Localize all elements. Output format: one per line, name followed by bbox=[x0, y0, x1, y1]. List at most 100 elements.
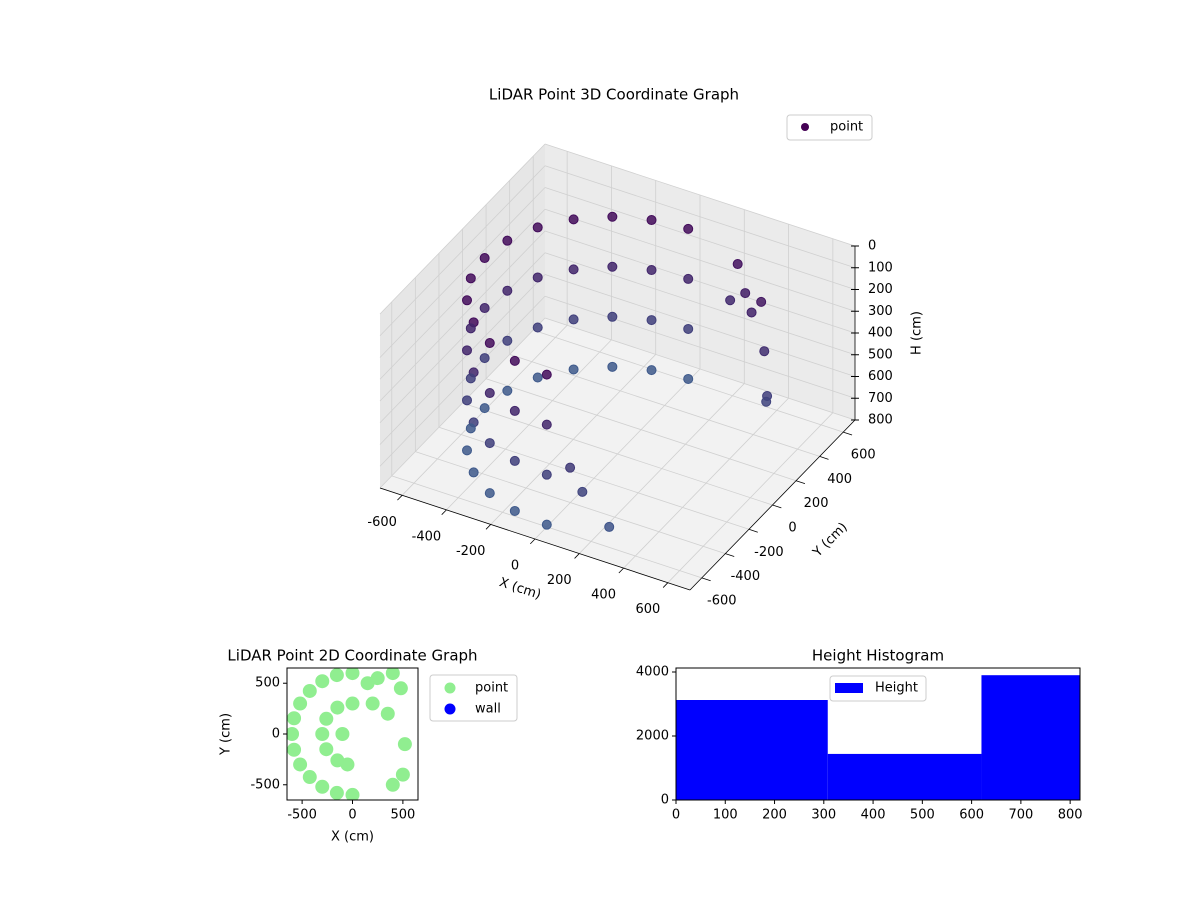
z-tick-label: 700 bbox=[868, 391, 893, 406]
chart-title: LiDAR Point 3D Coordinate Graph bbox=[489, 86, 739, 104]
x-tick-label: -600 bbox=[367, 515, 397, 530]
y-tick-label: -500 bbox=[250, 777, 280, 792]
x-tick-label: -500 bbox=[287, 808, 317, 823]
point bbox=[541, 519, 552, 530]
point bbox=[568, 214, 579, 225]
point bbox=[335, 727, 350, 741]
legend-label: Height bbox=[875, 681, 918, 696]
point bbox=[732, 259, 743, 270]
point bbox=[293, 696, 308, 711]
x-tick-label: 0 bbox=[348, 808, 356, 823]
y-tick-label: -400 bbox=[731, 569, 761, 584]
point bbox=[465, 423, 476, 434]
grid-line bbox=[379, 165, 546, 337]
point bbox=[607, 361, 618, 372]
grid-line bbox=[544, 295, 856, 399]
plot-area bbox=[287, 668, 412, 800]
tick-mark bbox=[397, 495, 403, 501]
point bbox=[293, 757, 308, 772]
point bbox=[385, 668, 400, 681]
grid-line bbox=[544, 252, 856, 356]
y-tick-label: 500 bbox=[255, 676, 280, 691]
legend-marker bbox=[835, 683, 863, 693]
grid-line bbox=[379, 187, 546, 358]
z-tick-label: 600 bbox=[868, 369, 893, 384]
x-tick-label: 400 bbox=[591, 588, 616, 603]
tick-mark bbox=[529, 538, 536, 545]
point bbox=[502, 335, 513, 346]
grid-line bbox=[544, 143, 856, 247]
point bbox=[315, 674, 330, 689]
z-tick-label: 400 bbox=[868, 326, 893, 341]
point bbox=[462, 395, 472, 406]
y-axis-label: Y (cm) bbox=[219, 713, 234, 756]
grid-line bbox=[544, 230, 856, 334]
x-tick-label: 200 bbox=[762, 808, 787, 823]
point bbox=[683, 273, 694, 284]
legend-marker bbox=[444, 703, 456, 715]
x-tick-label: 700 bbox=[1008, 808, 1033, 823]
point bbox=[509, 355, 520, 366]
point bbox=[746, 307, 757, 318]
grid-line bbox=[544, 165, 856, 269]
point bbox=[607, 261, 618, 272]
grid-line bbox=[544, 208, 856, 312]
x-axis bbox=[379, 487, 691, 591]
point bbox=[568, 264, 579, 275]
tick-mark bbox=[662, 582, 669, 588]
grid-line bbox=[544, 317, 856, 421]
y-tick-label: 0 bbox=[788, 521, 796, 536]
point bbox=[370, 671, 385, 686]
point bbox=[502, 385, 513, 396]
x-axis-label: X (cm) bbox=[497, 575, 543, 603]
point bbox=[462, 345, 472, 356]
grid-line bbox=[379, 295, 546, 467]
point bbox=[393, 681, 408, 696]
y-tick-label: 4000 bbox=[636, 665, 669, 680]
point bbox=[683, 323, 694, 334]
y-axis bbox=[689, 419, 856, 591]
grid-line bbox=[379, 230, 546, 402]
grid-line bbox=[379, 274, 546, 445]
grid-line bbox=[544, 274, 856, 377]
point bbox=[761, 396, 772, 407]
y-tick-label: 0 bbox=[272, 727, 280, 742]
point bbox=[315, 727, 330, 741]
point bbox=[532, 322, 543, 333]
point bbox=[607, 311, 618, 322]
point bbox=[646, 215, 657, 226]
tick-mark bbox=[441, 509, 447, 515]
x-tick-label: 100 bbox=[713, 808, 738, 823]
point bbox=[465, 323, 476, 334]
legend-box bbox=[786, 114, 873, 141]
z-tick-label: 100 bbox=[868, 260, 893, 275]
legend-label: point bbox=[830, 120, 863, 135]
z-tick-label: 200 bbox=[868, 282, 893, 297]
point bbox=[509, 455, 520, 466]
point bbox=[330, 700, 345, 715]
legend-label: wall bbox=[475, 702, 501, 717]
point bbox=[397, 737, 412, 752]
point bbox=[287, 742, 302, 757]
point bbox=[509, 405, 520, 416]
point bbox=[385, 777, 400, 792]
point bbox=[365, 696, 380, 711]
y-tick-label: 200 bbox=[804, 496, 829, 511]
y-tick-label: -200 bbox=[754, 545, 784, 560]
point bbox=[479, 353, 490, 364]
x-axis-label: X (cm) bbox=[331, 830, 374, 845]
tick-mark bbox=[795, 480, 806, 485]
grid-line bbox=[509, 354, 820, 457]
point bbox=[568, 314, 579, 325]
grid-line bbox=[462, 402, 773, 506]
point bbox=[607, 211, 618, 222]
y-tick-label: 600 bbox=[851, 448, 876, 463]
point bbox=[380, 706, 395, 721]
point bbox=[541, 369, 552, 380]
point bbox=[646, 365, 657, 376]
point bbox=[683, 223, 694, 234]
tick-mark bbox=[819, 456, 829, 460]
z-tick-label: 800 bbox=[868, 413, 893, 428]
point bbox=[568, 364, 579, 375]
